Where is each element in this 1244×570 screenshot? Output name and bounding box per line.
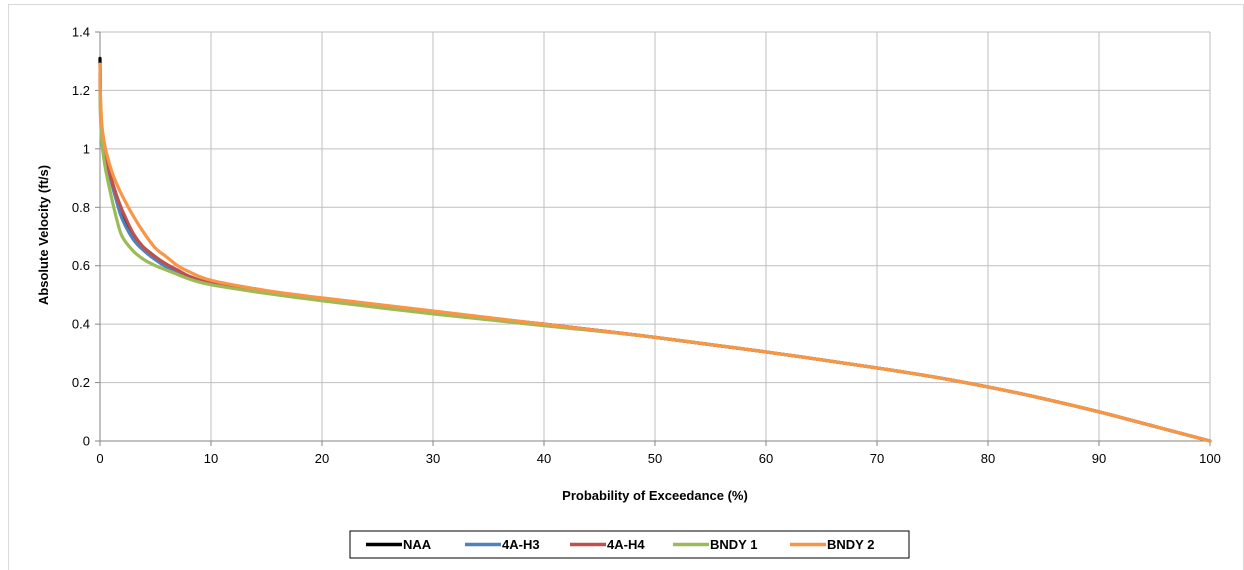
- legend-label-4: BNDY 2: [827, 537, 874, 552]
- y-tick-label: 1.2: [72, 83, 90, 98]
- x-tick-label: 60: [759, 451, 773, 466]
- legend-label-2: 4A-H4: [607, 537, 645, 552]
- x-axis-title: Probability of Exceedance (%): [562, 488, 748, 503]
- y-tick-label: 1.4: [72, 25, 90, 40]
- x-tick-label: 30: [426, 451, 440, 466]
- series-layer: [98, 56, 1212, 443]
- x-tick-label: 70: [870, 451, 884, 466]
- y-axis-title: Absolute Velocity (ft/s): [36, 165, 51, 305]
- frame-border-left: [8, 4, 9, 570]
- y-tick-label: 0.2: [72, 375, 90, 390]
- x-tick-label: 50: [648, 451, 662, 466]
- grid-layer: [100, 31, 1211, 441]
- series-line-4: [98, 62, 1212, 443]
- x-tick-label: 20: [315, 451, 329, 466]
- x-tick-label: 10: [204, 451, 218, 466]
- legend-label-1: 4A-H3: [502, 537, 540, 552]
- legend-label-0: NAA: [403, 537, 432, 552]
- y-tick-label: 0: [83, 434, 90, 449]
- axis-layer: 0 10 20 30 40 50 60 70 80 90 100 0 0.2 0.4 0.6 0.8 1 1.2 1…: [72, 25, 1221, 467]
- legend: NAA 4A-H3 4A-H4 BNDY 1 BNDY 2: [349, 530, 910, 559]
- y-tick-label: 0.4: [72, 317, 90, 332]
- y-tick-label: 0.8: [72, 200, 90, 215]
- x-tick-label: 0: [96, 451, 103, 466]
- x-tick-label: 40: [537, 451, 551, 466]
- y-tick-label: 0.6: [72, 258, 90, 273]
- frame-border-top: [8, 4, 1244, 5]
- y-tick-label: 1: [83, 141, 90, 156]
- x-tick-label: 100: [1199, 451, 1221, 466]
- legend-label-3: BNDY 1: [710, 537, 757, 552]
- x-tick-label: 80: [981, 451, 995, 466]
- x-tick-label: 90: [1092, 451, 1106, 466]
